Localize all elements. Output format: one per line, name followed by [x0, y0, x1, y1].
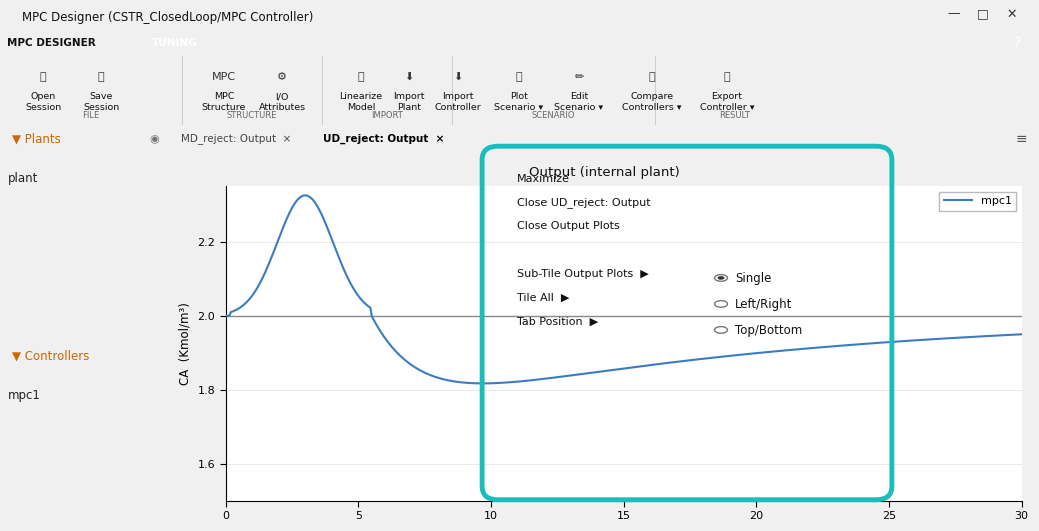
Text: UD_reject: Output  ×: UD_reject: Output ×	[323, 134, 445, 144]
Text: ⬇: ⬇	[453, 72, 462, 82]
Text: MPC Designer (CSTR_ClosedLoop/MPC Controller): MPC Designer (CSTR_ClosedLoop/MPC Contro…	[22, 12, 314, 24]
Text: Maximize: Maximize	[517, 174, 570, 184]
Text: IMPORT: IMPORT	[371, 111, 403, 120]
Text: ◉: ◉	[150, 134, 159, 144]
Text: □: □	[977, 7, 989, 21]
Text: ▼ Controllers: ▼ Controllers	[12, 350, 89, 363]
Text: Session: Session	[83, 103, 119, 112]
Text: Tile All  ▶: Tile All ▶	[517, 293, 569, 303]
Text: Export: Export	[712, 92, 743, 101]
Text: Compare: Compare	[631, 92, 673, 101]
Text: ▼ Plants: ▼ Plants	[12, 133, 60, 145]
Text: MPC: MPC	[214, 92, 234, 101]
Text: mpc1: mpc1	[8, 390, 41, 402]
Text: Close Output Plots: Close Output Plots	[517, 221, 619, 232]
Text: TUNING: TUNING	[152, 38, 197, 48]
Text: ✏: ✏	[575, 72, 584, 82]
Text: Top/Bottom: Top/Bottom	[735, 324, 802, 337]
Text: MD_reject: Output  ×: MD_reject: Output ×	[181, 134, 291, 144]
Text: 📤: 📤	[724, 72, 730, 82]
Text: Tab Position  ▶: Tab Position ▶	[517, 316, 598, 326]
Text: MPC DESIGNER: MPC DESIGNER	[6, 38, 96, 48]
Text: FILE: FILE	[82, 111, 100, 120]
Text: Left/Right: Left/Right	[735, 298, 793, 312]
Text: ⚙: ⚙	[277, 72, 287, 82]
Text: Structure: Structure	[202, 103, 246, 112]
Text: Import: Import	[393, 92, 425, 101]
Text: Plot: Plot	[510, 92, 528, 101]
Text: Controllers ▾: Controllers ▾	[622, 103, 682, 112]
Text: Edit: Edit	[569, 92, 588, 101]
Text: MPC: MPC	[212, 72, 236, 82]
Text: RESULT: RESULT	[720, 111, 750, 120]
Text: Controller ▾: Controller ▾	[699, 103, 754, 112]
Text: Scenario ▾: Scenario ▾	[555, 103, 604, 112]
Text: I/O: I/O	[275, 92, 289, 101]
Text: Plant: Plant	[397, 103, 421, 112]
Text: 📊: 📊	[648, 72, 656, 82]
Legend: mpc1: mpc1	[939, 192, 1016, 211]
Text: ≡: ≡	[1015, 132, 1027, 146]
Text: Session: Session	[25, 103, 61, 112]
Text: ⬇: ⬇	[404, 72, 414, 82]
Text: Sub-Tile Output Plots  ▶: Sub-Tile Output Plots ▶	[517, 269, 648, 279]
Text: SCENARIO: SCENARIO	[532, 111, 575, 120]
Text: Open: Open	[30, 92, 56, 101]
Text: 📉: 📉	[515, 72, 523, 82]
Text: 💾: 💾	[98, 72, 104, 82]
Text: Single: Single	[735, 272, 771, 286]
Text: Close UD_reject: Output: Close UD_reject: Output	[517, 197, 650, 208]
Text: —: —	[948, 7, 960, 21]
Text: ?: ?	[1014, 36, 1021, 50]
Text: Output (internal plant): Output (internal plant)	[529, 166, 680, 179]
Text: Import: Import	[443, 92, 474, 101]
Y-axis label: CA  (Kmol/m³): CA (Kmol/m³)	[179, 302, 192, 385]
Text: STRUCTURE: STRUCTURE	[227, 111, 277, 120]
Text: Save: Save	[89, 92, 112, 101]
Text: Model: Model	[347, 103, 375, 112]
Text: Attributes: Attributes	[259, 103, 305, 112]
Text: Linearize: Linearize	[340, 92, 382, 101]
Text: Scenario ▾: Scenario ▾	[495, 103, 543, 112]
Text: 📂: 📂	[39, 72, 47, 82]
Text: 📈: 📈	[357, 72, 365, 82]
Text: Controller: Controller	[434, 103, 481, 112]
Text: plant: plant	[8, 172, 38, 185]
Text: ✕: ✕	[1007, 7, 1017, 21]
